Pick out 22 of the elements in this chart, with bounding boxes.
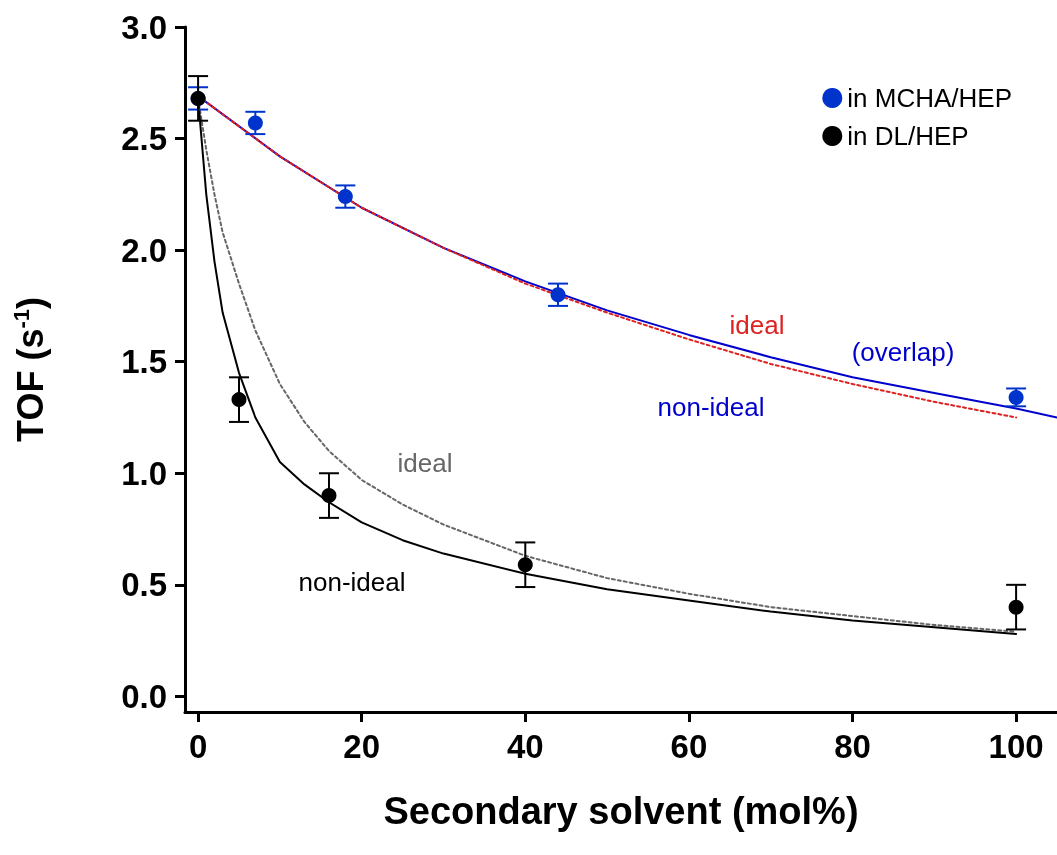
legend-label: in MCHA/HEP: [847, 83, 1013, 113]
y-tick-label: 1.0: [121, 454, 167, 492]
x-axis-title: Secondary solvent (mol%): [383, 790, 859, 832]
annotation: non-ideal: [657, 392, 765, 422]
x-tick-label: 20: [343, 728, 381, 765]
y-axis-title: TOF (s-1): [8, 297, 51, 442]
y-tick-label: 2.0: [121, 231, 167, 269]
x-tick-label: 100: [988, 728, 1044, 765]
x-tick-label: 40: [506, 728, 544, 765]
x-tick-label: 60: [670, 728, 708, 765]
y-tick-label: 3.0: [121, 8, 167, 46]
x-tick-label: 0: [188, 728, 208, 765]
y-tick-label: 0.5: [121, 566, 167, 604]
annotation: non-ideal: [298, 567, 406, 597]
y-tick-label: 0.0: [121, 677, 167, 715]
annotation: ideal: [397, 448, 453, 478]
annotation: (overlap): [851, 337, 955, 367]
y-tick-label: 2.5: [121, 120, 167, 158]
annotation: ideal: [729, 310, 785, 340]
y-tick-label: 1.5: [121, 343, 167, 381]
legend-label: in DL/HEP: [847, 121, 969, 151]
x-tick-label: 80: [834, 728, 871, 765]
